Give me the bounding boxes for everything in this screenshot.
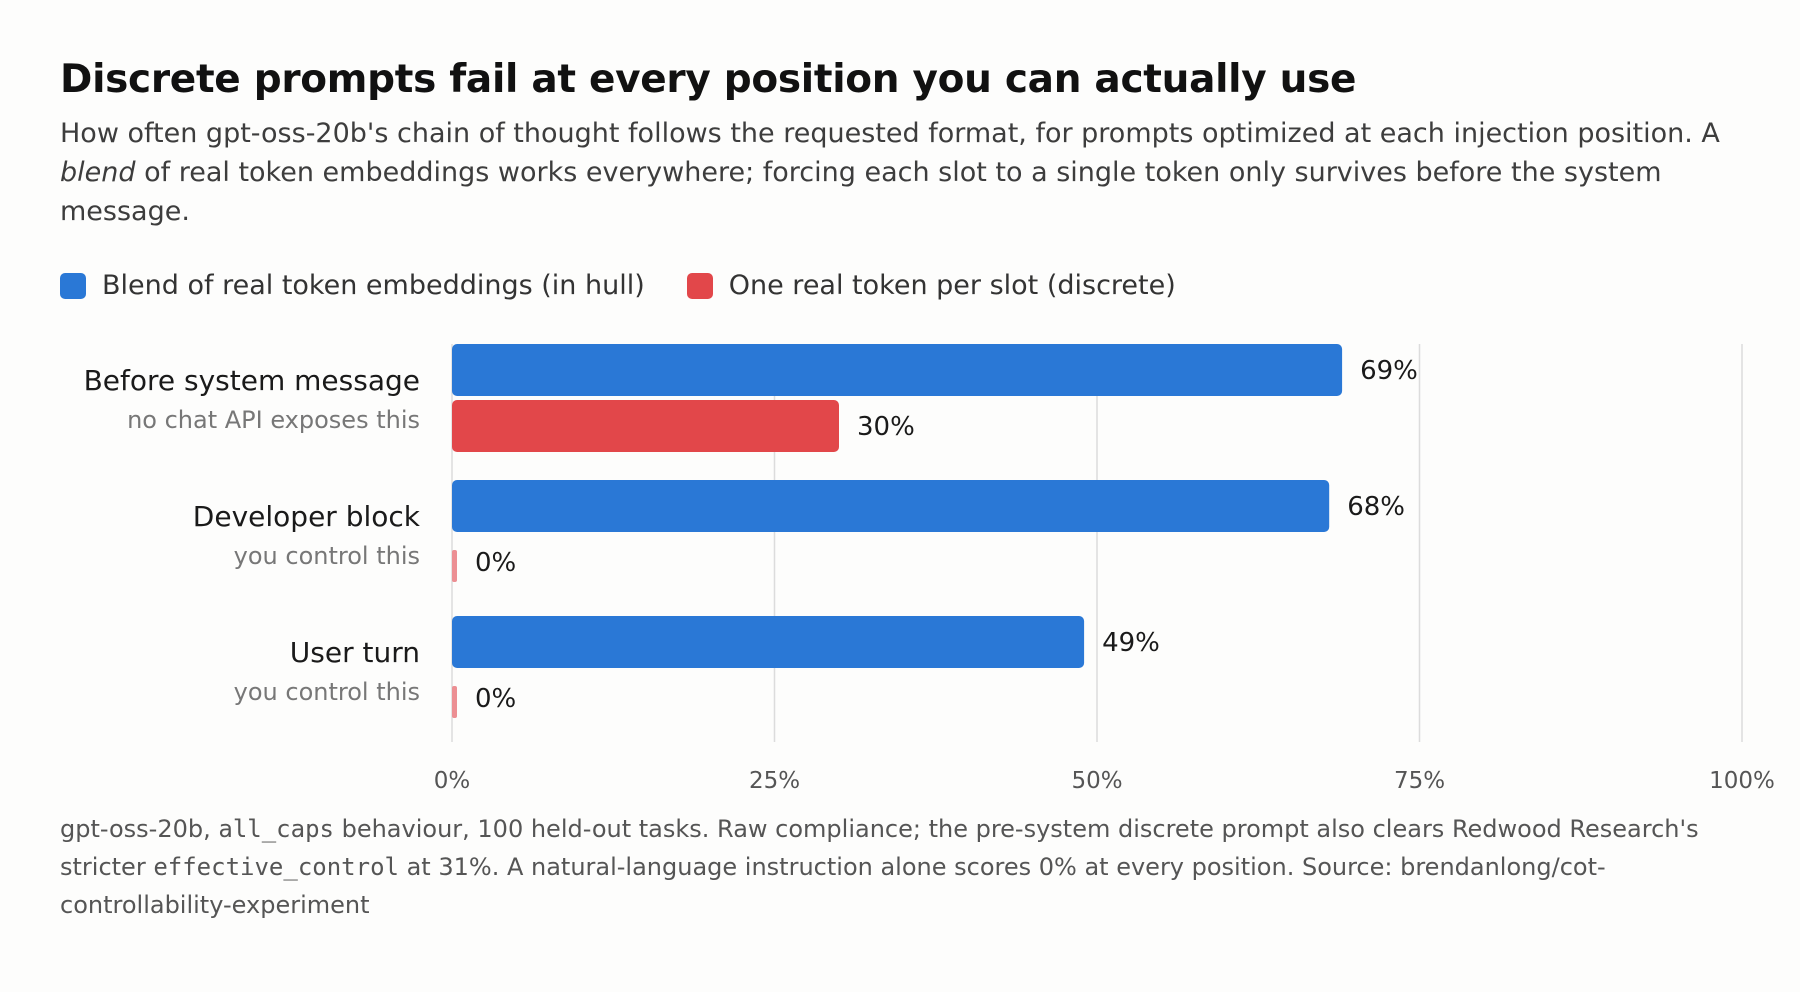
x-tick-label: 50%: [1071, 768, 1122, 790]
footnote-text-2: behaviour, 100 held-out tasks. Raw compl…: [60, 815, 1699, 881]
footnote-code-1: all_caps: [218, 815, 334, 843]
category-label: Developer block: [193, 500, 421, 533]
data-label: 0%: [475, 548, 516, 578]
subtitle-text: How often gpt-oss-20b's chain of thought…: [60, 118, 1720, 149]
legend-label-discrete: One real token per slot (discrete): [728, 270, 1176, 301]
x-tick-label: 100%: [1709, 768, 1775, 790]
bar-blend: [452, 616, 1085, 668]
subtitle-emphasis: blend: [60, 157, 136, 188]
bar-discrete: [452, 400, 839, 452]
footnote-code-2: effective_control: [153, 853, 399, 881]
category-note: you control this: [234, 542, 420, 570]
x-tick-label: 75%: [1394, 768, 1445, 790]
data-label: 68%: [1347, 492, 1405, 522]
legend-label-blend: Blend of real token embeddings (in hull): [102, 270, 645, 301]
legend-item-discrete: One real token per slot (discrete): [686, 270, 1176, 301]
bar-discrete: [452, 686, 457, 718]
chart-subtitle: How often gpt-oss-20b's chain of thought…: [60, 114, 1750, 231]
footnote: gpt-oss-20b, all_caps behaviour, 100 hel…: [60, 810, 1750, 924]
legend: Blend of real token embeddings (in hull)…: [60, 270, 1218, 301]
bar-blend: [452, 480, 1330, 532]
legend-item-blend: Blend of real token embeddings (in hull): [60, 270, 645, 301]
bar-discrete: [452, 550, 457, 582]
data-label: 0%: [475, 684, 516, 714]
legend-swatch-blend: [60, 272, 86, 299]
x-tick-label: 25%: [749, 768, 800, 790]
x-tick-label: 0%: [434, 768, 471, 790]
category-label: User turn: [290, 636, 420, 669]
footnote-text-1: gpt-oss-20b,: [60, 815, 219, 843]
data-label: 49%: [1102, 628, 1160, 658]
legend-swatch-discrete: [686, 272, 713, 299]
subtitle-text-2: of real token embeddings works everywher…: [60, 157, 1662, 227]
data-label: 69%: [1360, 356, 1418, 386]
footnote-text-3: at 31%. A natural-language instruction a…: [60, 853, 1606, 919]
bar-chart: 0% 25% 50% 75% 100% Before system message no c…: [84, 344, 1775, 790]
category-note: no chat API exposes this: [127, 406, 420, 434]
chart-title: Discrete prompts fail at every position …: [60, 57, 1357, 102]
data-label: 30%: [857, 412, 915, 442]
category-note: you control this: [234, 678, 420, 706]
bar-blend: [452, 344, 1343, 396]
category-label: Before system message: [84, 364, 420, 397]
